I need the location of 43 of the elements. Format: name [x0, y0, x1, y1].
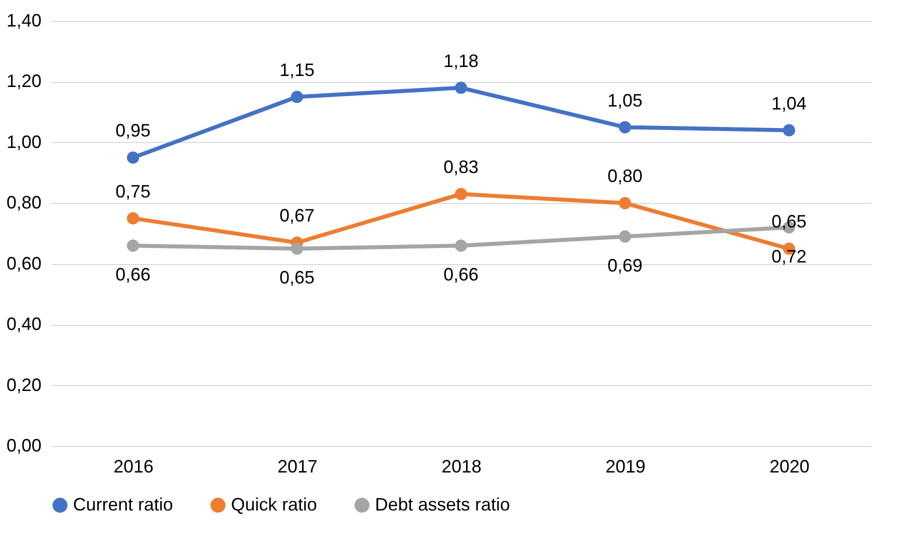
point [126, 240, 140, 252]
x-tick-label: 2019 [605, 456, 646, 476]
point [290, 242, 304, 255]
point [782, 124, 796, 136]
y-tick-label: 1,40 [6, 10, 42, 30]
data-label: 1,05 [607, 90, 643, 110]
x-tick-label: 2018 [441, 456, 482, 476]
x-tick-label: 2017 [277, 456, 318, 476]
data-label: 0,69 [607, 256, 643, 276]
data-label: 1,18 [443, 50, 479, 71]
legend-label: Debt assets ratio [375, 494, 510, 514]
point [454, 188, 468, 200]
point [454, 240, 468, 252]
data-label: 0,80 [607, 166, 643, 186]
point [618, 197, 632, 210]
data-label: 0,66 [443, 264, 479, 285]
point [454, 82, 468, 94]
point [126, 151, 140, 164]
data-label: 0,65 [771, 212, 807, 232]
legend-label: Quick ratio [231, 494, 318, 514]
data-label: 0,95 [115, 120, 151, 141]
y-tick-label: 0,60 [6, 253, 42, 274]
data-label: 0,72 [771, 246, 807, 266]
data-label: 0,83 [443, 157, 479, 178]
data-label: 0,75 [115, 181, 151, 202]
y-tick-label: 0,20 [6, 374, 42, 395]
data-label: 0,66 [115, 264, 151, 285]
data-label: 0,65 [279, 268, 315, 288]
y-tick-label: 1,00 [6, 132, 42, 152]
legend-label: Current ratio [73, 494, 174, 514]
y-tick-label: 0,80 [6, 192, 42, 213]
data-label: 1,04 [771, 93, 807, 114]
y-tick-label: 0,00 [6, 436, 42, 456]
data-label: 1,15 [279, 60, 315, 80]
point [618, 230, 632, 243]
data-label: 0,67 [279, 206, 315, 226]
y-tick-label: 1,20 [6, 71, 42, 92]
x-tick-label: 2020 [769, 456, 810, 476]
point [618, 121, 632, 134]
point [290, 90, 304, 104]
y-tick-label: 0,40 [6, 314, 42, 334]
point [126, 212, 140, 224]
x-tick-label: 2016 [113, 456, 154, 476]
